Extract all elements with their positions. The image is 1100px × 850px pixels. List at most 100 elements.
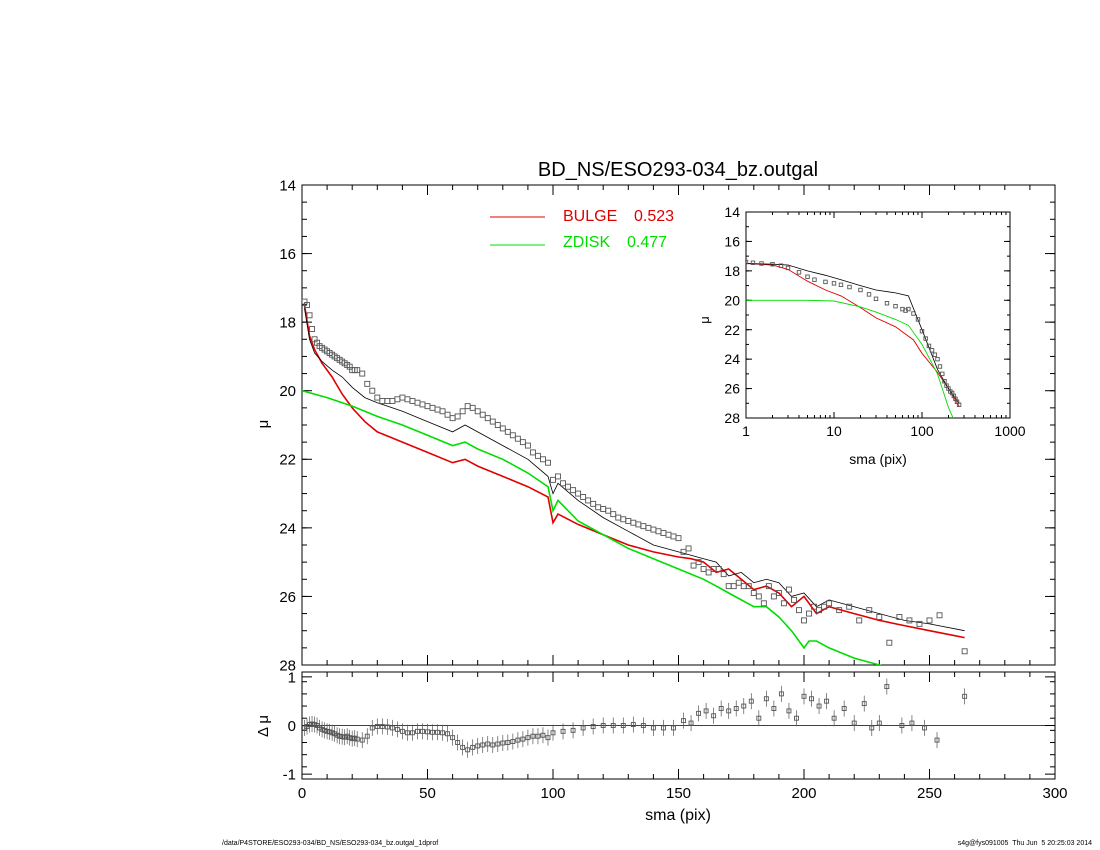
data-point xyxy=(339,734,345,740)
data-point xyxy=(445,731,451,737)
data-point xyxy=(332,731,338,737)
data-point xyxy=(500,740,506,746)
data-point xyxy=(763,696,769,702)
y-tick-label: 22 xyxy=(279,452,296,469)
data-point xyxy=(610,511,617,518)
data-point xyxy=(884,684,890,690)
data-point xyxy=(379,398,386,404)
data-point xyxy=(911,311,916,316)
data-point xyxy=(841,706,847,711)
data-point xyxy=(465,747,471,753)
data-point xyxy=(934,737,940,743)
data-point xyxy=(470,744,476,750)
data-point xyxy=(384,398,391,404)
data-point xyxy=(956,402,962,407)
y-tick-label: 1 xyxy=(288,669,296,686)
data-point xyxy=(505,740,511,745)
data-point xyxy=(359,737,365,743)
data-point xyxy=(816,703,822,709)
x-tick-label: 0 xyxy=(298,785,306,802)
data-point xyxy=(831,281,837,286)
data-point xyxy=(635,521,642,528)
y-tick-label: -1 xyxy=(283,767,296,784)
data-point xyxy=(851,720,857,726)
data-point xyxy=(826,600,833,607)
data-point xyxy=(671,725,676,731)
data-point xyxy=(419,401,426,408)
data-point xyxy=(748,698,754,704)
data-point xyxy=(524,442,531,449)
data-point xyxy=(700,566,707,572)
data-point xyxy=(494,422,501,428)
data-point xyxy=(545,459,551,466)
data-point xyxy=(831,715,837,721)
data-point xyxy=(675,535,682,542)
y-tick-label: 14 xyxy=(279,177,296,194)
data-point xyxy=(796,270,802,275)
data-point xyxy=(745,583,752,590)
data-point xyxy=(705,569,712,576)
x-tick-label: 100 xyxy=(910,423,934,439)
data-point xyxy=(932,352,938,357)
data-point xyxy=(740,583,747,590)
data-point xyxy=(309,326,315,332)
bulge-line xyxy=(746,263,960,407)
y-tick-label: 24 xyxy=(279,520,296,537)
data-point xyxy=(690,562,697,569)
data-point xyxy=(759,261,764,266)
data-point xyxy=(430,729,435,735)
data-point xyxy=(475,743,481,749)
data-point xyxy=(484,415,491,422)
data-point xyxy=(620,723,626,728)
data-point xyxy=(778,691,784,697)
data-point xyxy=(352,735,358,741)
zdisk-line xyxy=(302,389,882,665)
data-point xyxy=(304,302,310,308)
y-tick-label: 16 xyxy=(279,246,296,263)
data-point xyxy=(374,724,380,729)
data-point xyxy=(916,620,923,627)
y-tick-label: 18 xyxy=(279,315,296,332)
data-point xyxy=(479,411,486,418)
data-point xyxy=(823,279,828,285)
data-point xyxy=(530,733,536,739)
data-point xyxy=(425,729,430,735)
y-tick-label: 18 xyxy=(724,263,740,279)
x-tick-label: 1000 xyxy=(994,423,1025,439)
data-point xyxy=(926,343,932,349)
data-point xyxy=(750,590,757,596)
data-point xyxy=(685,545,692,552)
y-tick-label: 28 xyxy=(724,410,740,426)
data-point xyxy=(459,408,466,415)
residual-panel: 0 50 100 150 200 250 300-101 Δ μ sma (pix) xyxy=(255,669,1068,824)
inset-panel: 1 10 100 1000 14 16 18 20 22 24 26 28 μ sma (pix) xyxy=(697,204,1026,467)
x-tick-label: 100 xyxy=(540,785,565,802)
data-point xyxy=(499,425,506,432)
data-point xyxy=(302,725,307,731)
data-point xyxy=(379,724,385,729)
data-point xyxy=(821,603,828,610)
data-point xyxy=(534,452,541,459)
data-point xyxy=(720,571,727,578)
data-point xyxy=(354,367,361,374)
data-point xyxy=(307,722,312,727)
data-point xyxy=(919,328,925,334)
data-point xyxy=(896,614,903,620)
data-point xyxy=(696,710,702,716)
data-point xyxy=(806,610,812,617)
y-tick-label: 16 xyxy=(724,233,740,249)
data-point xyxy=(480,742,486,748)
data-point xyxy=(312,722,317,727)
data-point xyxy=(540,456,546,463)
data-point xyxy=(334,732,340,738)
data-point xyxy=(369,725,375,731)
data-point xyxy=(434,406,441,413)
data-point xyxy=(347,735,353,741)
data-point xyxy=(884,301,890,306)
data-point xyxy=(404,396,411,403)
data-point xyxy=(439,408,446,415)
data-point xyxy=(695,559,702,566)
data-point xyxy=(550,476,556,483)
data-point xyxy=(794,715,799,721)
data-point xyxy=(414,399,421,406)
